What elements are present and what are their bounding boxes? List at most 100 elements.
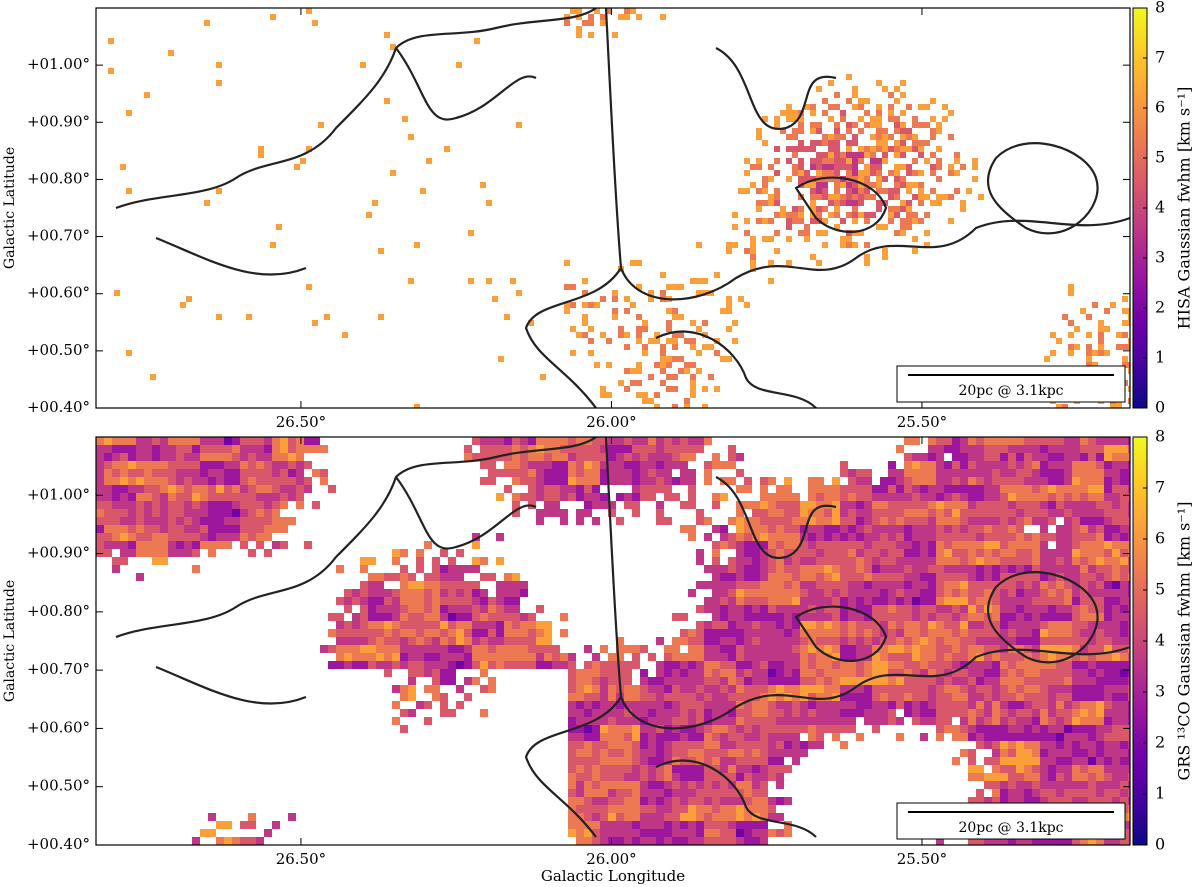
map-pixel: [750, 164, 756, 170]
map-pixel: [1064, 669, 1072, 677]
map-pixel: [640, 797, 648, 805]
map-pixel: [1008, 493, 1016, 501]
map-pixel: [168, 477, 176, 485]
map-pixel: [1064, 757, 1072, 765]
map-pixel: [1096, 669, 1104, 677]
map-pixel: [624, 821, 632, 829]
map-pixel: [924, 242, 930, 248]
map-pixel: [224, 517, 232, 525]
map-pixel: [992, 677, 1000, 685]
map-pixel: [1080, 493, 1088, 501]
map-pixel: [544, 661, 552, 669]
map-pixel: [472, 437, 480, 445]
map-pixel: [328, 645, 336, 653]
map-pixel: [952, 525, 960, 533]
map-pixel: [936, 725, 944, 733]
map-pixel: [768, 669, 776, 677]
map-pixel: [1104, 789, 1112, 797]
map-pixel: [656, 709, 664, 717]
map-pixel: [616, 661, 624, 669]
map-pixel: [880, 661, 888, 669]
map-pixel: [712, 453, 720, 461]
map-pixel: [690, 278, 696, 284]
map-pixel: [696, 829, 704, 837]
map-pixel: [160, 477, 168, 485]
map-pixel: [1048, 725, 1056, 733]
map-pixel: [296, 493, 304, 501]
map-pixel: [512, 581, 520, 589]
map-pixel: [624, 461, 632, 469]
map-pixel: [200, 453, 208, 461]
map-pixel: [112, 501, 120, 509]
map-pixel: [900, 110, 906, 116]
map-pixel: [440, 653, 448, 661]
map-pixel: [224, 509, 232, 517]
map-pixel: [1048, 637, 1056, 645]
map-pixel: [726, 326, 732, 332]
map-pixel: [1096, 837, 1104, 845]
map-pixel: [568, 661, 576, 669]
map-pixel: [752, 725, 760, 733]
map-pixel: [1104, 709, 1112, 717]
map-pixel: [904, 477, 912, 485]
map-pixel: [840, 741, 848, 749]
map-pixel: [876, 170, 882, 176]
map-pixel: [616, 733, 624, 741]
map-pixel: [848, 549, 856, 557]
map-pixel: [904, 709, 912, 717]
map-pixel: [256, 477, 264, 485]
map-pixel: [792, 749, 800, 757]
map-pixel: [432, 653, 440, 661]
map-pixel: [654, 392, 660, 398]
map-pixel: [512, 597, 520, 605]
map-pixel: [756, 164, 762, 170]
map-pixel: [936, 717, 944, 725]
map-pixel: [624, 493, 632, 501]
map-pixel: [480, 669, 488, 677]
map-pixel: [384, 637, 392, 645]
map-pixel: [876, 116, 882, 122]
map-pixel: [608, 813, 616, 821]
map-pixel: [1064, 661, 1072, 669]
map-pixel: [744, 485, 752, 493]
map-pixel: [696, 797, 704, 805]
map-pixel: [414, 242, 420, 248]
map-pixel: [944, 437, 952, 445]
map-pixel: [400, 605, 408, 613]
map-pixel: [608, 829, 616, 837]
map-pixel: [1048, 797, 1056, 805]
axes-frame: [95, 7, 1131, 409]
map-pixel: [1008, 733, 1016, 741]
map-pixel: [1080, 717, 1088, 725]
map-pixel: [728, 757, 736, 765]
map-pixel: [104, 549, 112, 557]
map-pixel: [744, 725, 752, 733]
map-pixel: [968, 685, 976, 693]
map-pixel: [594, 362, 600, 368]
map-pixel: [912, 677, 920, 685]
map-pixel: [810, 200, 816, 206]
map-pixel: [832, 725, 840, 733]
map-pixel: [824, 517, 832, 525]
map-pixel: [520, 437, 528, 445]
map-pixel: [1008, 765, 1016, 773]
map-pixel: [776, 797, 784, 805]
map-pixel: [1086, 314, 1092, 320]
map-pixel: [616, 749, 624, 757]
map-pixel: [888, 525, 896, 533]
map-pixel: [906, 128, 912, 134]
map-pixel: [798, 170, 804, 176]
map-pixel: [402, 116, 408, 122]
map-pixel: [1080, 589, 1088, 597]
map-pixel: [184, 533, 192, 541]
map-pixel: [696, 517, 704, 525]
map-pixel: [992, 557, 1000, 565]
map-pixel: [1096, 765, 1104, 773]
map-pixel: [1056, 733, 1064, 741]
map-pixel: [952, 605, 960, 613]
map-pixel: [720, 573, 728, 581]
map-pixel: [192, 517, 200, 525]
map-pixel: [904, 453, 912, 461]
map-pixel: [648, 741, 656, 749]
map-pixel: [648, 653, 656, 661]
